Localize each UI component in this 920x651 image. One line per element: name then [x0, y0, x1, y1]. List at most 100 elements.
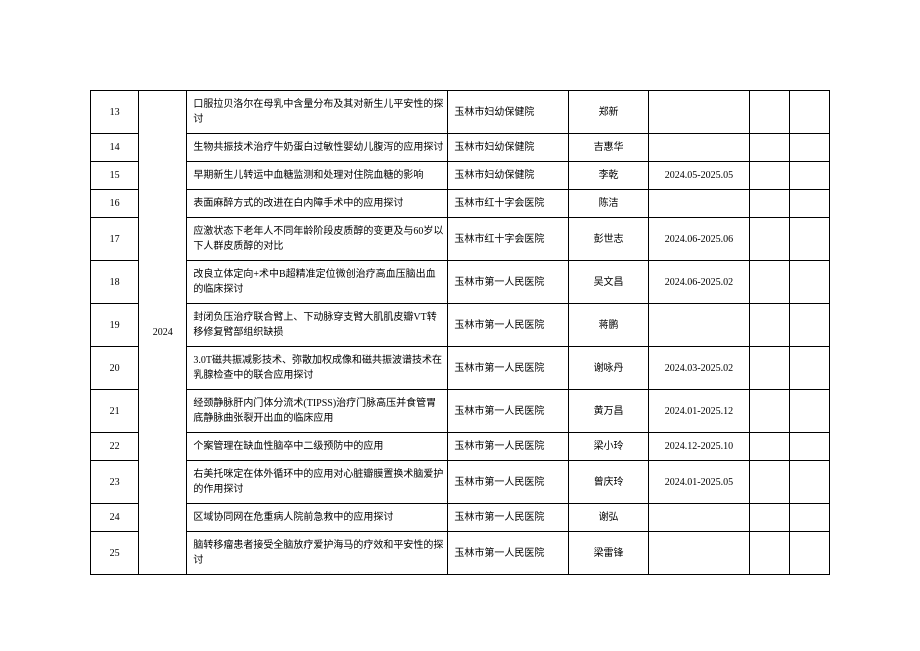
cell-hospital: 玉林市第一人民医院: [448, 261, 568, 304]
cell-empty: [789, 134, 829, 162]
cell-title: 个案管理在缺血性脑卒中二级预防中的应用: [187, 433, 448, 461]
cell-name: 谢弘: [568, 504, 648, 532]
cell-hospital: 玉林市第一人民医院: [448, 390, 568, 433]
cell-empty: [789, 433, 829, 461]
table-row: 20 3.0T磁共振减影技术、弥散加权成像和磁共振波谱技术在乳腺检查中的联合应用探…: [91, 347, 830, 390]
cell-empty: [749, 162, 789, 190]
cell-title: 3.0T磁共振减影技术、弥散加权成像和磁共振波谱技术在乳腺检查中的联合应用探讨: [187, 347, 448, 390]
cell-hospital: 玉林市红十字会医院: [448, 218, 568, 261]
cell-num: 15: [91, 162, 139, 190]
cell-title: 区域协同网在危重病人院前急救中的应用探讨: [187, 504, 448, 532]
cell-title: 右美托咪定在体外循环中的应用对心脏瓣膜置换术脑爱护的作用探讨: [187, 461, 448, 504]
table-row: 16 表面麻醉方式的改进在白内障手术中的应用探讨玉林市红十字会医院陈洁: [91, 190, 830, 218]
cell-name: 谢咏丹: [568, 347, 648, 390]
cell-empty: [789, 347, 829, 390]
cell-name: 蒋鹏: [568, 304, 648, 347]
table-row: 22 个案管理在缺血性脑卒中二级预防中的应用玉林市第一人民医院梁小玲2024.12…: [91, 433, 830, 461]
cell-title: 脑转移瘤患者接受全脑放疗爱护海马的疗效和平安性的探讨: [187, 532, 448, 575]
cell-hospital: 玉林市妇幼保健院: [448, 162, 568, 190]
cell-title: 改良立体定向+术中B超精准定位微创治疗高血压脑出血的临床探讨: [187, 261, 448, 304]
cell-empty: [789, 162, 829, 190]
data-table: 132024口服拉贝洛尔在母乳中含量分布及其对新生儿平安性的探讨玉林市妇幼保健院…: [90, 90, 830, 575]
cell-empty: [749, 433, 789, 461]
cell-num: 22: [91, 433, 139, 461]
cell-date: [649, 304, 749, 347]
cell-empty: [749, 390, 789, 433]
table-row: 17 应激状态下老年人不同年龄阶段皮质醇的变更及与60岁以下人群皮质醇的对比玉林市…: [91, 218, 830, 261]
cell-date: 2024.01-2025.05: [649, 461, 749, 504]
cell-name: 梁雷锋: [568, 532, 648, 575]
cell-empty: [749, 91, 789, 134]
cell-empty: [749, 532, 789, 575]
cell-empty: [749, 134, 789, 162]
cell-empty: [789, 218, 829, 261]
cell-empty: [789, 504, 829, 532]
cell-title: 封闭负压治疗联合臂上、下动脉穿支臂大肌肌皮瓣VT转移修复臂部组织缺损: [187, 304, 448, 347]
cell-name: 陈洁: [568, 190, 648, 218]
cell-name: 梁小玲: [568, 433, 648, 461]
cell-hospital: 玉林市第一人民医院: [448, 532, 568, 575]
cell-num: 21: [91, 390, 139, 433]
cell-name: 李乾: [568, 162, 648, 190]
cell-hospital: 玉林市第一人民医院: [448, 304, 568, 347]
cell-title: 表面麻醉方式的改进在白内障手术中的应用探讨: [187, 190, 448, 218]
cell-empty: [789, 390, 829, 433]
cell-date: [649, 532, 749, 575]
cell-date: [649, 91, 749, 134]
table-row: 25 脑转移瘤患者接受全脑放疗爱护海马的疗效和平安性的探讨玉林市第一人民医院梁雷锋: [91, 532, 830, 575]
cell-title: 应激状态下老年人不同年龄阶段皮质醇的变更及与60岁以下人群皮质醇的对比: [187, 218, 448, 261]
cell-num: 17: [91, 218, 139, 261]
cell-empty: [749, 347, 789, 390]
cell-date: [649, 134, 749, 162]
cell-hospital: 玉林市妇幼保健院: [448, 134, 568, 162]
cell-hospital: 玉林市第一人民医院: [448, 347, 568, 390]
cell-hospital: 玉林市妇幼保健院: [448, 91, 568, 134]
cell-num: 20: [91, 347, 139, 390]
cell-date: 2024.12-2025.10: [649, 433, 749, 461]
cell-title: 早期新生儿转运中血糖监测和处理对住院血糖的影响: [187, 162, 448, 190]
cell-empty: [789, 461, 829, 504]
cell-date: 2024.05-2025.05: [649, 162, 749, 190]
cell-date: 2024.03-2025.02: [649, 347, 749, 390]
cell-title: 口服拉贝洛尔在母乳中含量分布及其对新生儿平安性的探讨: [187, 91, 448, 134]
cell-hospital: 玉林市红十字会医院: [448, 190, 568, 218]
cell-empty: [749, 190, 789, 218]
cell-date: [649, 190, 749, 218]
table-row: 19 封闭负压治疗联合臂上、下动脉穿支臂大肌肌皮瓣VT转移修复臂部组织缺损玉林市第…: [91, 304, 830, 347]
cell-num: 24: [91, 504, 139, 532]
cell-num: 16: [91, 190, 139, 218]
cell-date: [649, 504, 749, 532]
cell-empty: [749, 504, 789, 532]
cell-empty: [789, 304, 829, 347]
cell-name: 曾庆玲: [568, 461, 648, 504]
table-row: 24 区域协同网在危重病人院前急救中的应用探讨玉林市第一人民医院谢弘: [91, 504, 830, 532]
cell-num: 19: [91, 304, 139, 347]
cell-hospital: 玉林市第一人民医院: [448, 504, 568, 532]
cell-empty: [749, 261, 789, 304]
cell-num: 13: [91, 91, 139, 134]
cell-empty: [749, 461, 789, 504]
table-row: 132024口服拉贝洛尔在母乳中含量分布及其对新生儿平安性的探讨玉林市妇幼保健院…: [91, 91, 830, 134]
table-row: 14 生物共振技术治疗牛奶蛋白过敏性婴幼儿腹泻的应用探讨玉林市妇幼保健院吉惠华: [91, 134, 830, 162]
cell-name: 郑新: [568, 91, 648, 134]
cell-hospital: 玉林市第一人民医院: [448, 433, 568, 461]
cell-title: 经颈静脉肝内门体分流术(TIPSS)治疗门脉高压并食管胃底静脉曲张裂开出血的临床…: [187, 390, 448, 433]
table-body: 132024口服拉贝洛尔在母乳中含量分布及其对新生儿平安性的探讨玉林市妇幼保健院…: [91, 91, 830, 575]
table-row: 23 右美托咪定在体外循环中的应用对心脏瓣膜置换术脑爱护的作用探讨玉林市第一人民医…: [91, 461, 830, 504]
cell-empty: [749, 304, 789, 347]
cell-date: 2024.06-2025.06: [649, 218, 749, 261]
table-row: 21 经颈静脉肝内门体分流术(TIPSS)治疗门脉高压并食管胃底静脉曲张裂开出血的…: [91, 390, 830, 433]
cell-empty: [789, 261, 829, 304]
cell-num: 23: [91, 461, 139, 504]
table-row: 15 早期新生儿转运中血糖监测和处理对住院血糖的影响玉林市妇幼保健院李乾2024.…: [91, 162, 830, 190]
cell-empty: [789, 532, 829, 575]
cell-num: 14: [91, 134, 139, 162]
cell-num: 25: [91, 532, 139, 575]
cell-name: 彭世志: [568, 218, 648, 261]
cell-hospital: 玉林市第一人民医院: [448, 461, 568, 504]
cell-title: 生物共振技术治疗牛奶蛋白过敏性婴幼儿腹泻的应用探讨: [187, 134, 448, 162]
cell-date: 2024.01-2025.12: [649, 390, 749, 433]
cell-name: 吉惠华: [568, 134, 648, 162]
cell-date: 2024.06-2025.02: [649, 261, 749, 304]
cell-year: 2024: [139, 91, 187, 575]
